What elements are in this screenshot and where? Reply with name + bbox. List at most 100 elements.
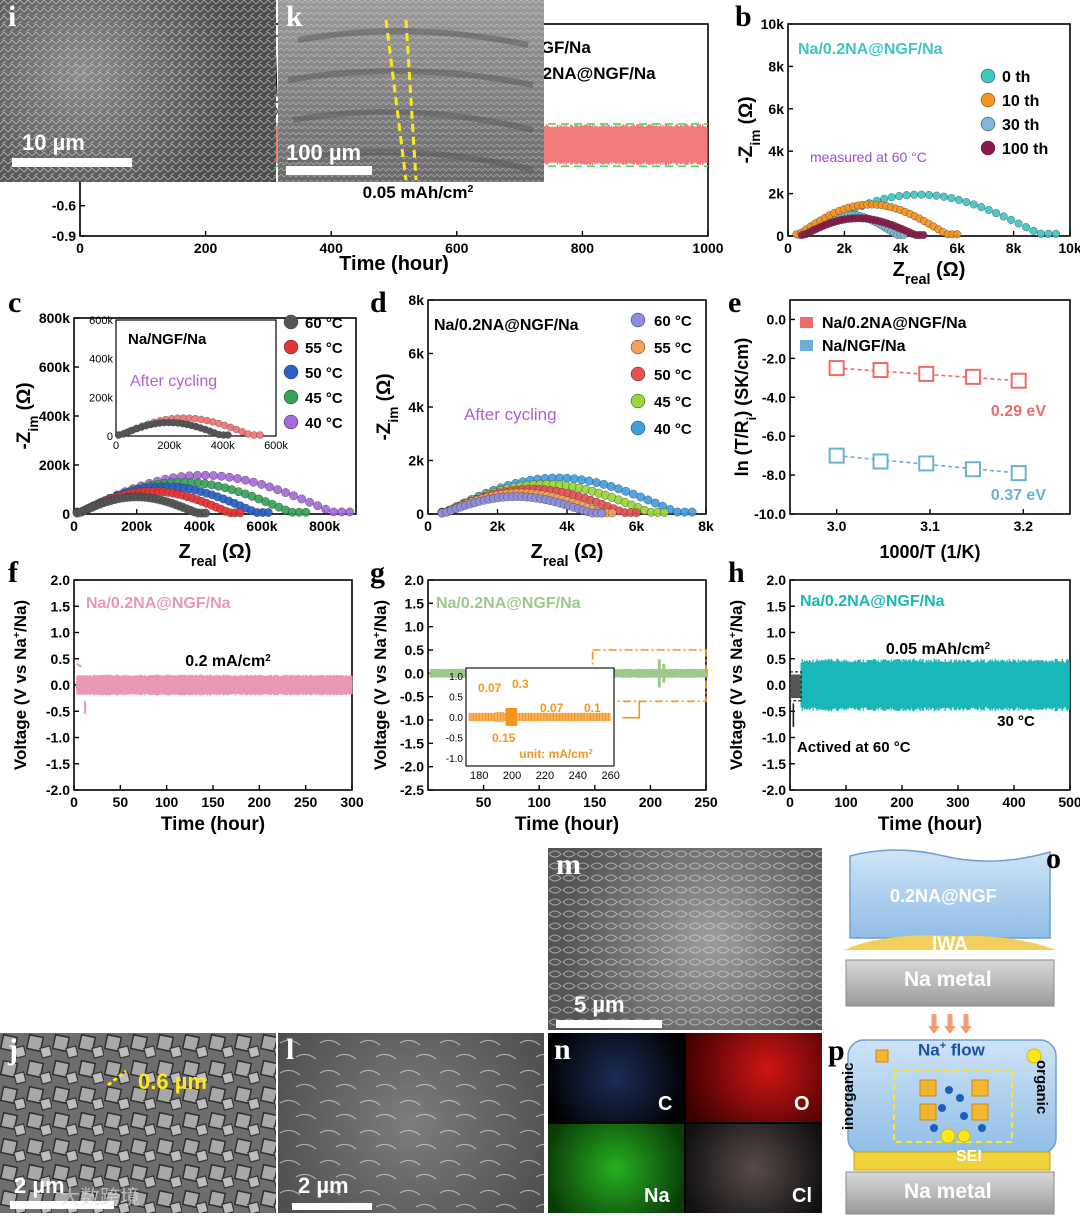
chart-title-f: Na/0.2NA@NGF/Na <box>86 595 231 612</box>
y-tick-label: 600k <box>39 359 70 375</box>
legend-label-4: 40 °C <box>654 421 692 438</box>
series-point-4 <box>201 470 210 480</box>
inset-high-rate-block <box>505 708 517 726</box>
series-point-4 <box>592 478 601 487</box>
x-tick-label: 150 <box>201 794 225 810</box>
axis-title-sub: real <box>543 554 569 570</box>
axis-title-sub: real <box>191 554 217 570</box>
x-tick-label: 300 <box>340 794 364 810</box>
y-tick-label: -2.0 <box>762 782 786 798</box>
x-tick-label: 500 <box>1058 794 1080 810</box>
panel-label-c: c <box>8 286 21 319</box>
y-tick-label: 10k <box>761 16 785 32</box>
series-band-f <box>76 674 353 696</box>
legend-marker-2 <box>283 364 299 380</box>
legend-marker-1 <box>800 340 813 351</box>
series-spike-g <box>657 659 666 688</box>
layer-label-sei: SEI <box>956 1148 982 1165</box>
x-tick-label: 6k <box>629 518 645 534</box>
legend-label-0: 60 °C <box>654 313 692 330</box>
x-tick-label: 1000 <box>692 240 723 256</box>
x-tick-label: 400k <box>184 518 215 534</box>
layer-label-0.2na-ngf: 0.2NA@NGF <box>890 886 997 906</box>
series-point-4 <box>217 471 226 481</box>
inset-rate-label-2: 0.15 <box>492 731 516 745</box>
eds-map-cl <box>686 1124 822 1213</box>
series-point-4 <box>614 484 623 494</box>
x-tick-label: 2k <box>837 240 853 256</box>
data-point-0 <box>1010 372 1027 389</box>
axis-title-unit: (Ω) <box>216 541 251 563</box>
legend-marker-2 <box>980 116 996 132</box>
inset-g: 180 200 220 240 260 1.0 0.5 0.0 -0.5 -1.0 0.07 0.3 0… <box>446 667 620 782</box>
series-point-0-th <box>910 190 919 199</box>
x-tick-label: 0 <box>70 518 78 534</box>
sem-image-i: i 10 µm <box>0 0 276 182</box>
series-point-4 <box>257 480 266 489</box>
series-point-4 <box>337 507 347 517</box>
y-tick-label: 1.0 <box>405 619 425 635</box>
y-tick-label: -1.5 <box>46 756 70 772</box>
series-point-4 <box>599 479 609 489</box>
eds-label-na: Na <box>644 1185 670 1207</box>
plot-frame <box>787 23 1071 237</box>
y-tick-label: 800k <box>39 310 70 326</box>
y-tick-label: -1.5 <box>762 756 786 772</box>
data-point-0 <box>918 365 935 382</box>
y-tick-label: 6k <box>408 346 424 362</box>
inset-unit-label: unit: mA/cm2 <box>519 747 592 762</box>
data-point-1 <box>918 455 935 472</box>
scale-bar-label-m: 5 µm <box>574 992 625 1017</box>
legend-marker-0 <box>283 314 299 330</box>
series-point-0-th <box>932 191 941 200</box>
chart-title-h: Na/0.2NA@NGF/Na <box>800 593 945 610</box>
x-tick-label: 100 <box>155 794 179 810</box>
y-tick-label: -0.5 <box>46 703 70 719</box>
annotation-current: 0.2 mA/cm2 <box>185 653 271 671</box>
series-point-4 <box>345 507 355 517</box>
series-point-4 <box>233 474 242 483</box>
series-point-4 <box>621 486 631 496</box>
legend-marker-1 <box>980 92 996 108</box>
series-point-4 <box>606 482 616 491</box>
inset-x-tick-label: 180 <box>470 770 488 782</box>
activation-box <box>789 671 802 702</box>
chart-g: 50 100 150 200 250 2.0 1.5 1.0 0.5 0.0 -0.5 -1.0 -1.… <box>371 572 718 835</box>
y-tick-label: -2.0 <box>46 782 70 798</box>
legend-label-0: 0 th <box>1002 69 1030 86</box>
x-tick-label: 50 <box>476 794 492 810</box>
series-point-4 <box>584 476 594 486</box>
inset-rate-label-4: 0.1 <box>584 701 601 715</box>
series-point-4 <box>680 507 690 517</box>
series-point-2 <box>263 508 273 517</box>
chart-title-b: Na/0.2NA@NGF/Na <box>798 41 943 58</box>
x-tick-label: 0 <box>70 794 78 810</box>
x-tick-label: 0 <box>786 794 794 810</box>
flow-label: Na+ flow <box>918 1040 985 1061</box>
series-point-0-th <box>1022 223 1031 232</box>
x-tick-label: 10k <box>1058 240 1080 256</box>
zoom-box <box>591 649 707 703</box>
y-tick-label: 4k <box>408 399 424 415</box>
series-point-0-th <box>917 190 926 199</box>
scale-bar-label-j: 2 µm <box>14 1173 65 1198</box>
x-tick-label: 200 <box>194 240 218 256</box>
series-point-0-th <box>1029 226 1038 235</box>
inset-y-tick-label: 0 <box>107 431 113 443</box>
series-band-h <box>800 658 1070 712</box>
x-tick-label: 200 <box>890 794 914 810</box>
series-point-2 <box>632 508 641 518</box>
axis-title-part: 0.2 mA/cm <box>185 653 265 670</box>
layer-label-iwa: IWA <box>932 934 968 955</box>
x-tick-label: 0 <box>784 240 792 256</box>
series-point-0 <box>597 508 607 518</box>
axis-title-sub: im <box>26 416 41 432</box>
series-point-1 <box>235 508 245 518</box>
series-point-4 <box>209 471 218 480</box>
y-tick-label: 0.5 <box>51 651 71 667</box>
y-tick-label: -10.0 <box>754 506 786 522</box>
series-point-4 <box>241 475 250 485</box>
series-point-0-th <box>969 200 978 209</box>
series-point-0-th <box>999 212 1008 221</box>
x-axis-title: 1000/T (1/K) <box>879 542 980 562</box>
